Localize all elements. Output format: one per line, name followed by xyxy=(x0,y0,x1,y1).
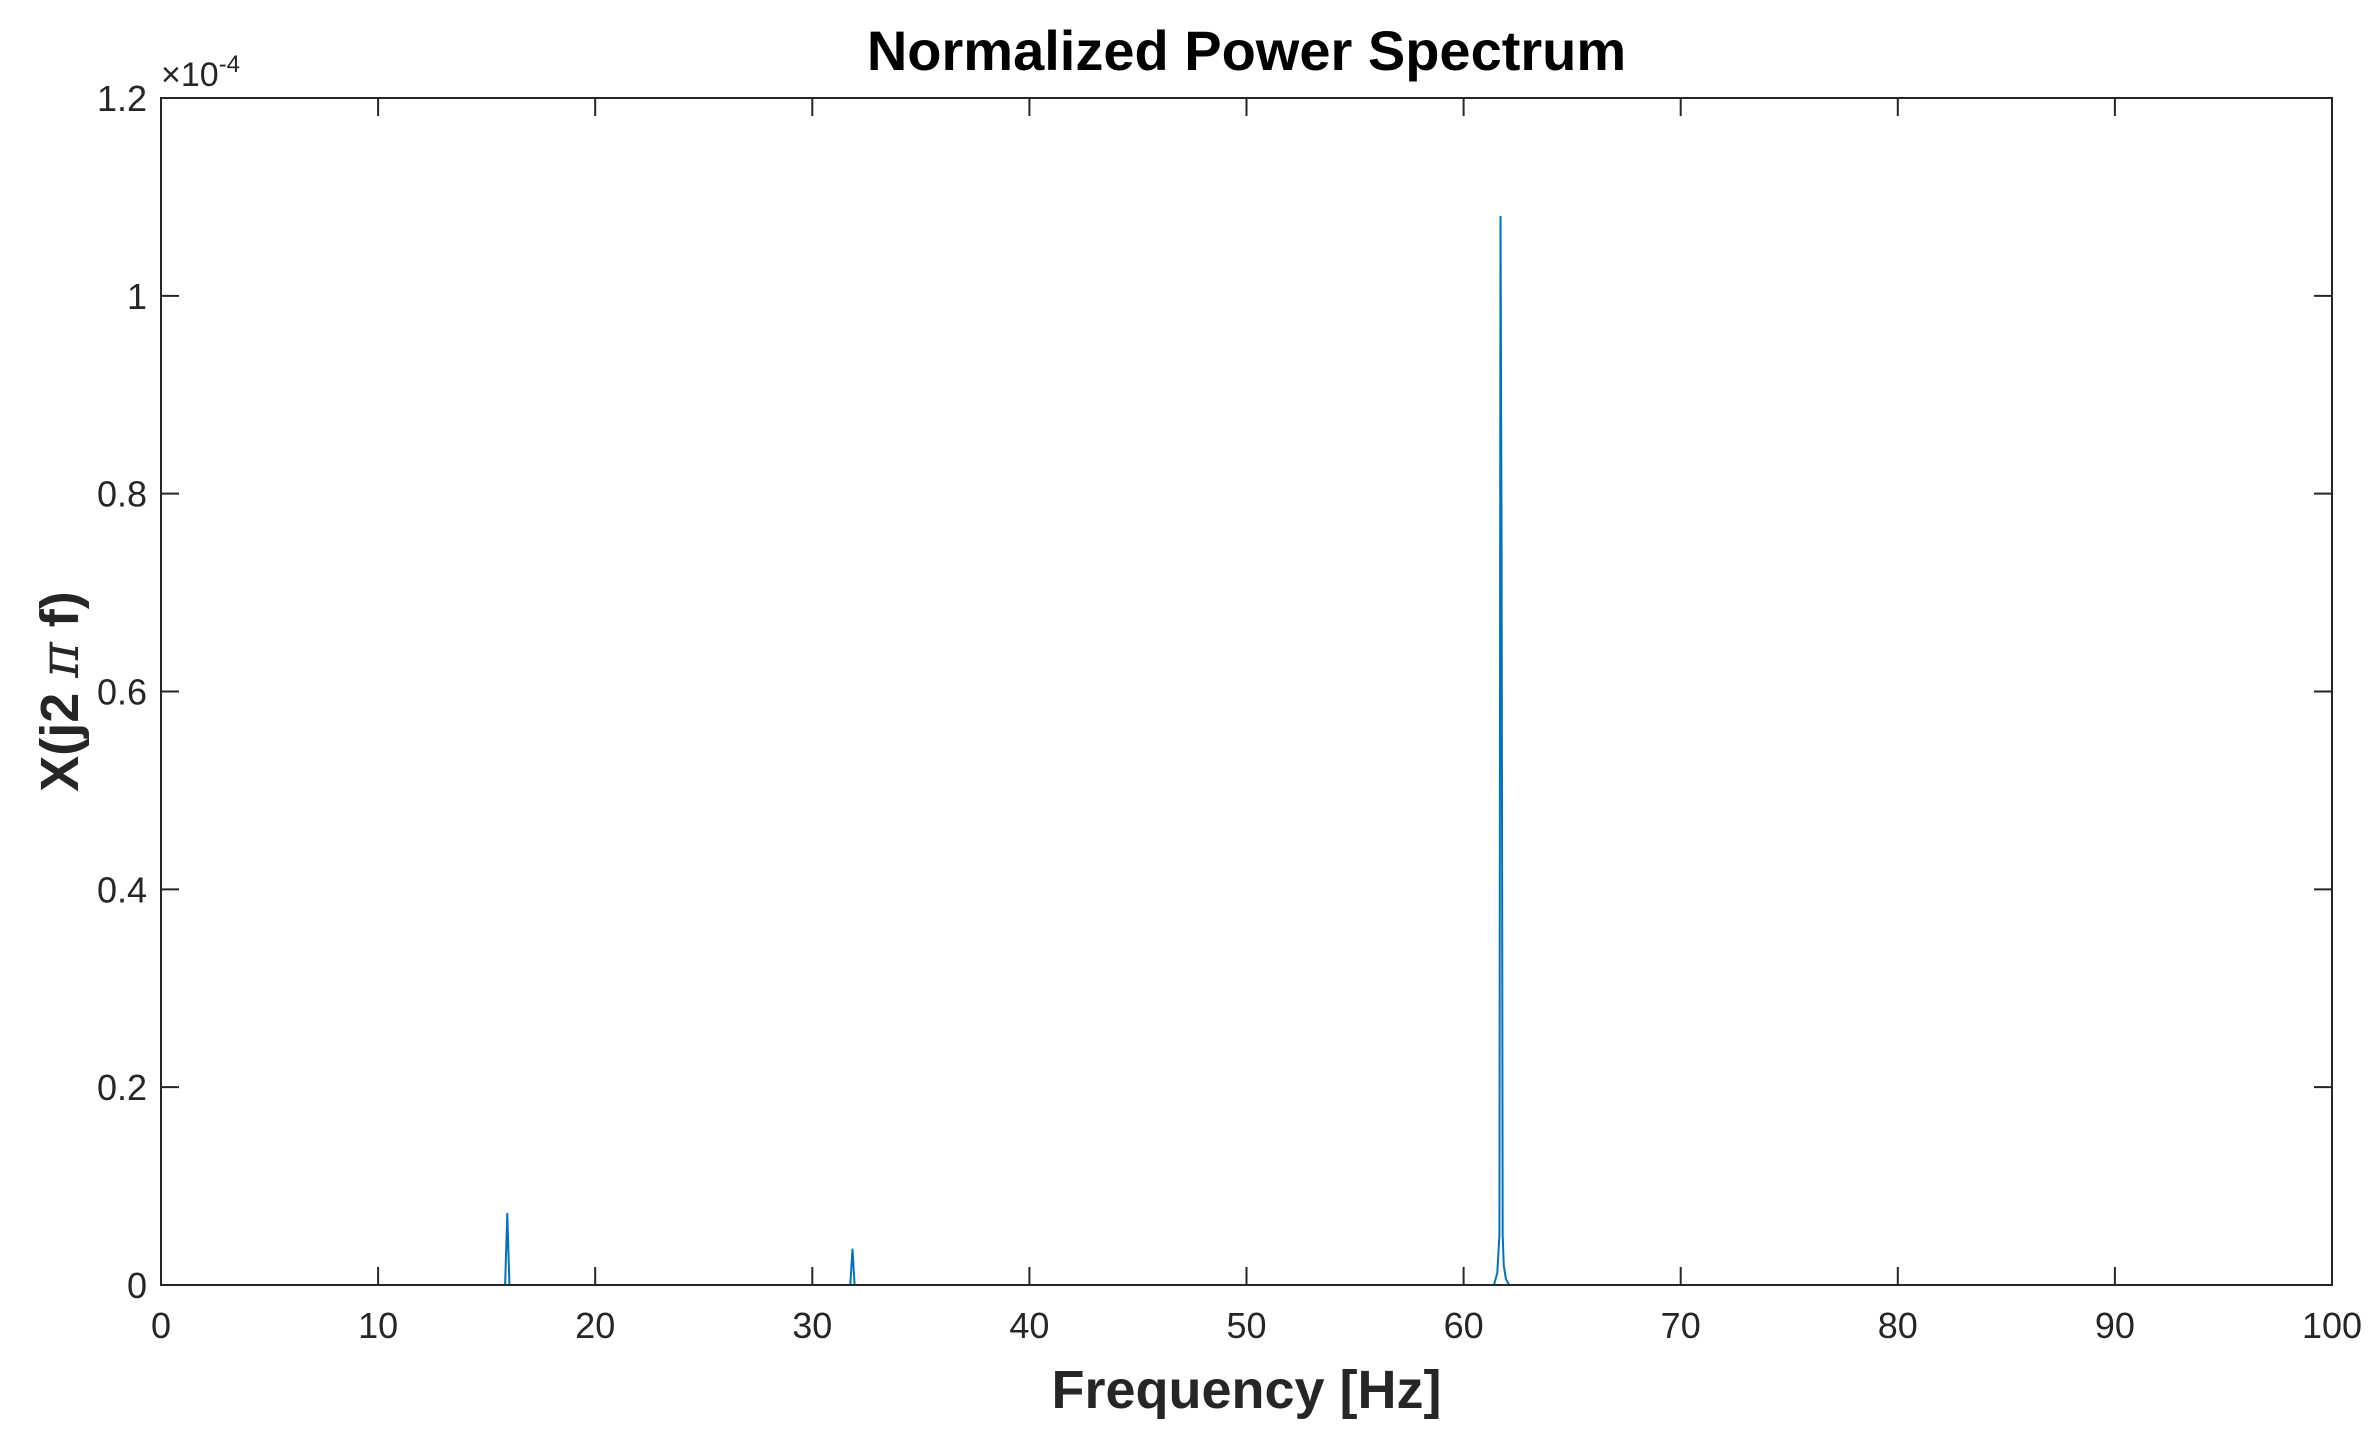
x-tick-label: 80 xyxy=(1878,1305,1918,1346)
chart-title: Normalized Power Spectrum xyxy=(867,19,1626,82)
y-tick-label: 1 xyxy=(127,276,147,317)
y-axis-title: X(j2 π f) xyxy=(28,591,91,792)
x-tick-label: 70 xyxy=(1661,1305,1701,1346)
tick-labels: 0 10 20 30 40 50 60 70 80 90 100 0 0.2 0.4 0.6 0.8 1 1.2 xyxy=(97,78,2362,1346)
x-tick-label: 60 xyxy=(1444,1305,1484,1346)
y-tick-label: 0 xyxy=(127,1265,147,1306)
y-tick-label: 0.2 xyxy=(97,1067,147,1108)
plot-area xyxy=(161,98,2332,1285)
x-tick-label: 10 xyxy=(358,1305,398,1346)
x-tick-label: 40 xyxy=(1009,1305,1049,1346)
y-axis-exponent-base: ×10 xyxy=(161,56,219,94)
spectrum-line-series-1 xyxy=(161,215,2332,1286)
data-series xyxy=(161,215,2332,1286)
y-axis-title-suffix: f) xyxy=(30,591,90,642)
y-tick-label: 0.6 xyxy=(97,672,147,713)
y-axis-title-pi-symbol: π xyxy=(28,641,91,679)
x-tick-label: 50 xyxy=(1226,1305,1266,1346)
y-axis-exponent-label: ×10-4 xyxy=(161,51,240,94)
x-axis-title: Frequency [Hz] xyxy=(1051,1360,1441,1420)
y-axis-exponent-power: -4 xyxy=(219,51,240,78)
y-tick-label: 0.8 xyxy=(97,474,147,515)
axes-box xyxy=(160,97,2333,1286)
x-tick-label: 100 xyxy=(2302,1305,2362,1346)
x-tick-label: 30 xyxy=(792,1305,832,1346)
x-tick-label: 90 xyxy=(2095,1305,2135,1346)
x-tick-label: 0 xyxy=(151,1305,171,1346)
y-axis-title-prefix: X(j2 xyxy=(30,678,90,792)
x-tick-label: 20 xyxy=(575,1305,615,1346)
y-tick-label: 0.4 xyxy=(97,869,147,910)
y-tick-label: 1.2 xyxy=(97,78,147,119)
